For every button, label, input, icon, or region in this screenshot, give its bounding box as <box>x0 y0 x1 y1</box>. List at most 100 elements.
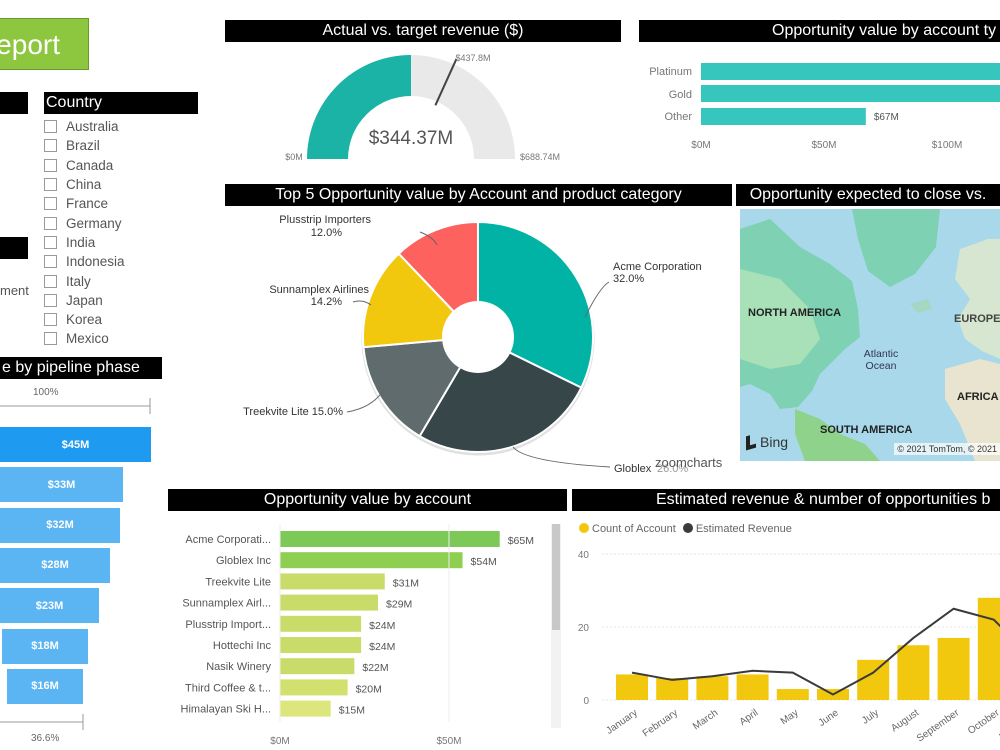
country-label: Mexico <box>66 331 109 347</box>
account-label: Treekvite Lite <box>205 576 271 588</box>
account-bar[interactable] <box>280 637 362 653</box>
funnel-bar[interactable]: $45M <box>0 427 151 462</box>
funnel-bar[interactable]: $16M <box>7 668 83 704</box>
combo-bar[interactable] <box>696 676 729 700</box>
country-option[interactable]: Australia <box>44 117 125 136</box>
funnel-bar-label: $28M <box>41 559 69 572</box>
country-option[interactable]: China <box>44 175 125 194</box>
account-type-chart: Platinum Gold Other $67M $0M $50M $100M <box>649 63 1000 151</box>
country-option[interactable]: India <box>44 233 125 252</box>
account-bar[interactable] <box>280 573 385 590</box>
combo-bar[interactable] <box>736 674 769 700</box>
country-label: China <box>66 177 102 193</box>
combo-bar[interactable] <box>656 678 689 700</box>
account-bar[interactable] <box>280 700 331 717</box>
country-option[interactable]: Korea <box>44 310 125 329</box>
funnel-bar[interactable]: $32M <box>0 507 120 543</box>
donut-label-glob: Globlex <box>614 463 652 475</box>
checkbox[interactable] <box>44 197 57 211</box>
combo-legend: Count of Account Estimated Revenue <box>579 523 792 535</box>
combo-x-label: February <box>641 707 680 739</box>
leader-acme <box>584 281 610 318</box>
combo-bar[interactable] <box>897 645 930 700</box>
funnel-bar[interactable]: $33M <box>0 467 123 503</box>
account-bar[interactable] <box>280 679 348 696</box>
country-option[interactable]: Brazil <box>44 136 125 155</box>
country-label: India <box>66 234 96 250</box>
country-option[interactable]: France <box>44 194 125 213</box>
leader-glob <box>512 446 611 468</box>
country-label: Canada <box>66 157 114 173</box>
account-bar[interactable] <box>280 552 463 569</box>
checkbox[interactable] <box>44 293 57 307</box>
account-type-bar-platinum <box>701 63 1000 80</box>
funnel-bottom-label: 36.6% <box>31 733 60 744</box>
combo-bar[interactable] <box>616 674 648 700</box>
account-bar-value: $24M <box>369 641 395 653</box>
combo-bar[interactable] <box>776 689 809 700</box>
account-bar-value: $22M <box>362 662 388 674</box>
map-view[interactable]: NORTH AMERICA EUROPE Atlantic Ocean AFRI… <box>740 209 1000 461</box>
account-bar-value: $24M <box>369 620 395 632</box>
map-landmasses <box>740 209 1000 461</box>
checkbox[interactable] <box>44 216 57 230</box>
country-option[interactable]: Mexico <box>44 329 125 348</box>
donut-label-acme-pct: 32.0% <box>613 273 644 285</box>
donut-slice[interactable] <box>362 335 480 438</box>
funnel-bar-label: $32M <box>46 519 74 532</box>
donut-slice[interactable] <box>418 335 583 453</box>
country-option[interactable]: Germany <box>44 213 125 232</box>
checkbox[interactable] <box>44 313 57 327</box>
legend-count-dot <box>579 523 589 533</box>
combo-x-label: August <box>889 707 921 734</box>
gauge-fill <box>307 55 411 159</box>
account-label: Acme Corporati... <box>185 534 271 546</box>
funnel-bar[interactable]: $23M <box>0 588 99 624</box>
map-label-south-america: SOUTH AMERICA <box>820 424 913 436</box>
account-type-label-platinum: Platinum <box>649 66 692 78</box>
country-option[interactable]: Indonesia <box>44 252 125 271</box>
combo-x-label: March <box>691 707 720 732</box>
funnel-bar[interactable]: $28M <box>0 547 110 583</box>
combo-bar[interactable] <box>937 637 970 700</box>
checkbox[interactable] <box>44 235 57 249</box>
combo-x-label: July <box>860 707 881 726</box>
donut-label-plus-pct: 12.0% <box>311 227 342 239</box>
bing-icon <box>746 433 756 451</box>
combo-chart-title: Estimated revenue & number of opportunit… <box>572 489 1000 511</box>
account-bar[interactable] <box>280 615 362 632</box>
country-option[interactable]: Italy <box>44 271 125 290</box>
checkbox[interactable] <box>44 139 57 153</box>
checkbox[interactable] <box>44 332 57 346</box>
country-option[interactable]: Canada <box>44 156 125 175</box>
funnel-bar[interactable]: $18M <box>2 628 88 664</box>
checkbox[interactable] <box>44 255 57 269</box>
combo-bar[interactable] <box>857 659 890 700</box>
account-bar[interactable] <box>280 531 500 547</box>
account-chart-tick-0: $0M <box>270 736 289 747</box>
report-title-badge: eport <box>0 18 89 70</box>
checkbox[interactable] <box>44 120 57 134</box>
account-bar[interactable] <box>280 658 355 675</box>
country-option[interactable]: Japan <box>44 291 125 310</box>
legend-revenue-dot <box>682 523 693 533</box>
donut-label-acme: Acme Corporation <box>613 261 702 273</box>
donut-title: Top 5 Opportunity value by Account and p… <box>225 184 732 206</box>
bing-logo[interactable]: Bing <box>746 433 788 451</box>
checkbox[interactable] <box>44 178 57 192</box>
combo-x-label: May <box>779 707 801 727</box>
gauge-max-label: $688.74M <box>520 152 560 162</box>
account-type-bar-gold <box>701 85 1000 102</box>
account-label: Plusstrip Import... <box>185 619 271 631</box>
combo-bar[interactable] <box>977 597 1000 700</box>
country-label: Germany <box>66 215 122 231</box>
gauge-value: $344.37M <box>369 128 454 149</box>
account-chart-scrollbar-thumb[interactable] <box>552 524 560 630</box>
map-label-europe: EUROPE <box>954 313 1000 325</box>
gauge-min-label: $0M <box>285 152 303 162</box>
gauge-target-label: $437.8M <box>455 53 490 63</box>
zoomcharts-watermark: zoomcharts <box>655 455 723 470</box>
checkbox[interactable] <box>44 158 57 172</box>
checkbox[interactable] <box>44 274 57 288</box>
account-bar[interactable] <box>280 594 379 611</box>
